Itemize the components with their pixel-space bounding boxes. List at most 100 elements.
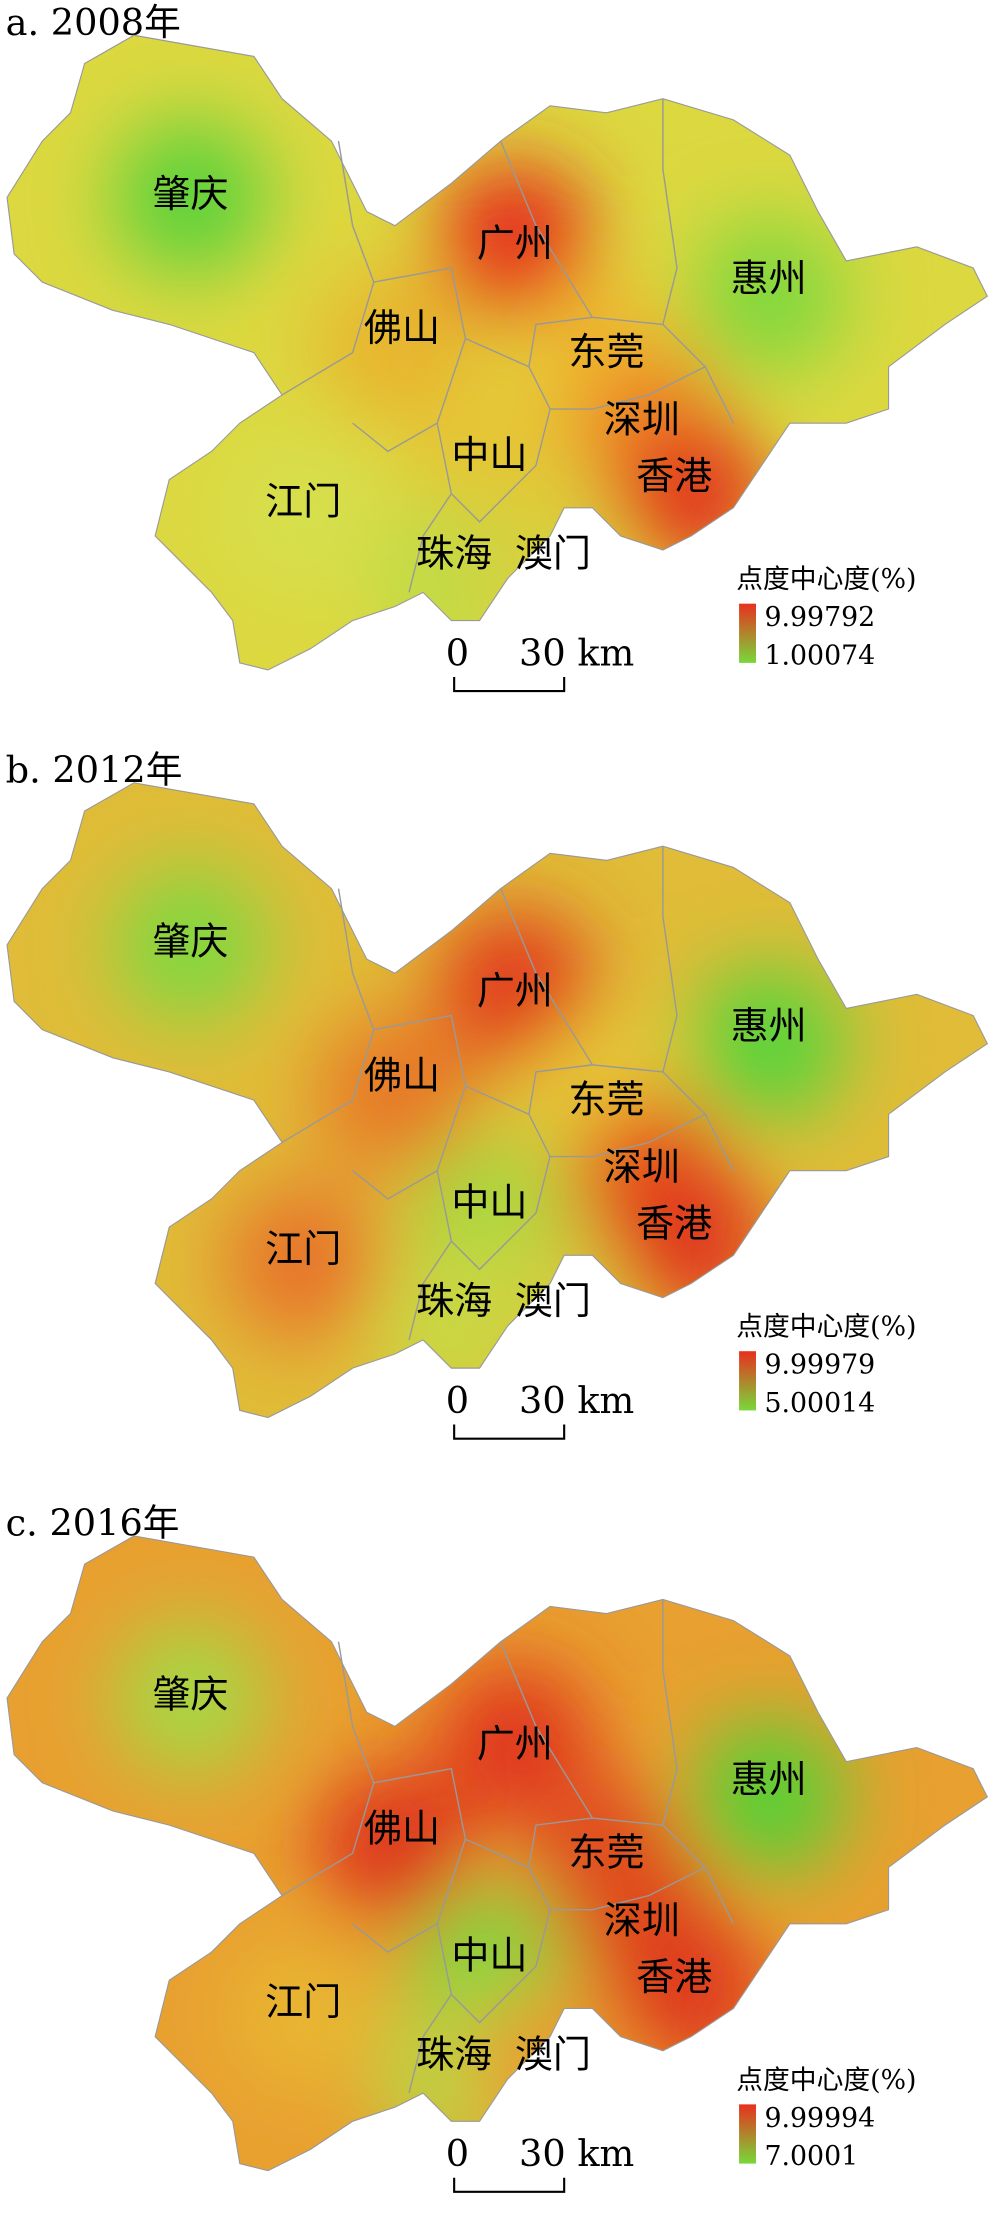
legend-title: 点度中心度(%) [736,564,916,595]
city-label: 澳门 [515,2032,591,2076]
city-label: 肇庆 [152,1673,228,1717]
legend-bar [739,603,756,663]
city-label: 江门 [265,479,341,523]
city-label: 惠州 [731,1757,807,1801]
admin-border [500,888,706,1115]
city-label: 深圳 [604,1145,680,1189]
city-label: 澳门 [515,1279,591,1323]
panel-title: c. 2016年 [6,1502,180,1545]
admin-border [662,98,678,325]
city-label: 江门 [265,1980,341,2024]
heat-blob [112,1620,268,1776]
city-label: 深圳 [604,1898,680,1942]
admin-border [528,1866,735,1925]
land-outline [6,1535,989,2172]
legend-min: 7.0001 [764,2141,858,2172]
city-label: 广州 [477,221,553,265]
city-label: 江门 [265,1227,341,1271]
city-label: 珠海 [416,532,492,576]
admin-border [528,365,735,424]
admin-border [528,1113,735,1171]
legend-title: 点度中心度(%) [736,2065,916,2096]
admin-border [408,1993,452,2094]
admin-border [373,1767,593,1869]
land-outline [6,782,989,1419]
scale-start: 0 [446,1379,469,1422]
heat-blob [317,267,473,424]
admin-border [436,408,551,523]
city-label: 澳门 [515,532,591,576]
admin-border [408,493,452,593]
scale-start: 0 [446,2132,469,2175]
city-label: 惠州 [731,1004,807,1048]
scale-bar [453,1424,566,1440]
scale-start: 0 [446,631,469,674]
city-label: 佛山 [364,1053,440,1097]
heat-blob [437,909,593,1065]
city-label: 肇庆 [152,919,228,963]
city-label: 东莞 [568,330,644,374]
land-outline [6,34,989,671]
city-label: 东莞 [568,1831,644,1875]
admin-border [500,140,706,368]
city-label: 珠海 [416,2032,492,2076]
heat-blob [691,218,847,374]
admin-border [352,338,467,453]
scale-bar [453,677,566,693]
legend-min: 1.00074 [764,640,875,671]
city-label: 佛山 [364,1807,440,1851]
scale-end: 30 km [519,1379,634,1422]
heat-blob [317,1768,473,1924]
heat-blob [317,1015,473,1171]
city-label: 香港 [636,454,712,498]
city-label: 肇庆 [152,172,228,216]
admin-border [662,1599,678,1826]
legend-title: 点度中心度(%) [736,1312,916,1343]
admin-border [662,846,678,1073]
city-label: 深圳 [604,398,680,442]
legend-max: 9.99792 [764,602,875,633]
city-label: 香港 [636,1955,712,1999]
city-label: 广州 [477,969,553,1013]
admin-border [436,1156,551,1271]
heat-blob [225,437,381,593]
heat-blob [437,162,593,318]
legend-max: 9.99994 [764,2103,875,2134]
city-label: 中山 [451,433,527,477]
legend-bar [739,2104,756,2164]
heat-blob [225,1184,381,1340]
panel-title: b. 2012年 [6,748,183,791]
heat-blob [112,867,268,1023]
city-label: 惠州 [731,257,807,301]
admin-border [352,1838,467,1953]
heat-blob [437,1662,593,1819]
panel-title: a. 2008年 [6,1,181,44]
heat-blob [225,1937,381,2094]
city-label: 中山 [451,1180,527,1224]
scale-end: 30 km [519,2132,634,2175]
admin-border [373,1014,593,1116]
admin-border [500,1641,706,1868]
heat-blob [691,966,847,1122]
admin-border [373,267,593,368]
admin-border [352,1085,467,1200]
city-label: 广州 [477,1722,553,1766]
city-label: 香港 [636,1202,712,1246]
scale-end: 30 km [519,631,634,674]
city-label: 佛山 [364,306,440,350]
legend-min: 5.00014 [764,1388,875,1419]
admin-border [408,1240,452,1341]
city-label: 中山 [451,1934,527,1978]
admin-border [436,1909,551,2024]
legend-max: 9.99979 [764,1350,875,1381]
heat-blob [112,119,268,276]
heat-blob [691,1719,847,1875]
scale-bar [453,2177,566,2193]
legend-bar [739,1351,756,1411]
city-label: 东莞 [568,1077,644,1121]
city-label: 珠海 [416,1279,492,1323]
